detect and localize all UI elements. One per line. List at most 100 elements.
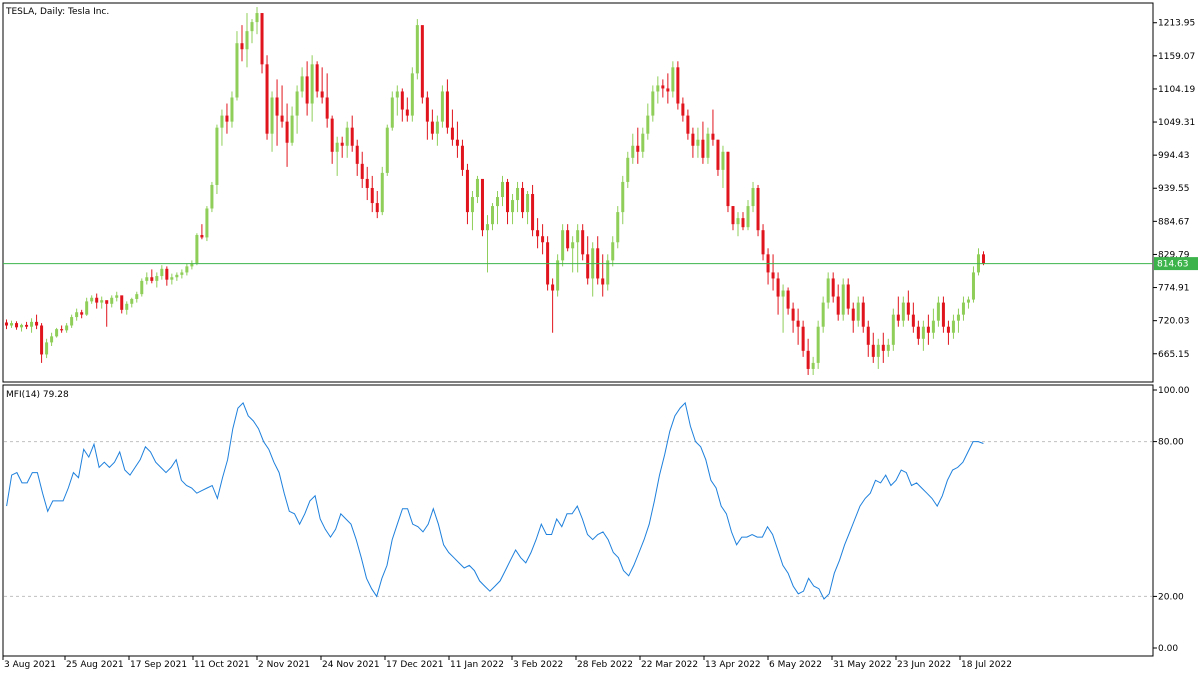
candle <box>220 109 224 146</box>
x-tick-label: 17 Dec 2021 <box>386 660 444 670</box>
candle <box>581 224 585 261</box>
candle <box>260 13 264 74</box>
candle <box>370 175 374 213</box>
candle <box>721 145 725 188</box>
candle <box>786 287 790 315</box>
price-tick-label: 1104.19 <box>1158 85 1195 95</box>
mfi-tick-label: 100.00 <box>1158 386 1190 396</box>
price-axis: 1213.95 1159.07 1104.19 1049.31 994.43 939.55… <box>1153 19 1195 360</box>
candle <box>205 206 209 242</box>
candle <box>801 320 805 357</box>
candle <box>170 273 174 285</box>
x-tick-label: 22 Mar 2022 <box>641 660 698 670</box>
x-tick-label: 2 Nov 2021 <box>258 660 310 670</box>
x-tick-label: 3 Aug 2021 <box>4 660 56 670</box>
candle <box>255 7 259 35</box>
candle <box>350 115 354 152</box>
candle <box>571 236 575 273</box>
candle <box>450 109 454 146</box>
candle <box>120 295 124 314</box>
candle <box>420 25 424 104</box>
candle <box>315 61 319 98</box>
candle <box>846 278 850 315</box>
candle <box>310 55 314 122</box>
candle <box>816 320 820 369</box>
candle <box>871 332 875 363</box>
candle <box>586 236 590 285</box>
candle <box>661 79 665 98</box>
mfi-line <box>6 401 984 600</box>
candle <box>65 323 69 333</box>
candle <box>651 85 655 122</box>
candle <box>876 338 880 369</box>
candle <box>180 269 184 279</box>
candle <box>375 190 379 219</box>
candle <box>521 181 525 219</box>
candle <box>240 25 244 62</box>
candle <box>60 325 64 333</box>
x-tick-label: 6 May 2022 <box>769 660 822 670</box>
candle <box>636 127 640 164</box>
candle <box>731 206 735 231</box>
current-price-label: 814.63 <box>1157 260 1189 270</box>
candle <box>470 190 474 231</box>
mfi-tick-label: 80.00 <box>1158 438 1184 448</box>
price-panel-frame <box>2 2 1154 383</box>
candle <box>230 91 234 128</box>
candle <box>856 296 860 327</box>
candle <box>556 254 560 297</box>
candle <box>70 314 74 328</box>
candle <box>936 296 940 327</box>
candle <box>576 224 580 273</box>
candle <box>395 85 399 116</box>
candle <box>821 296 825 333</box>
candle <box>245 13 249 68</box>
candle <box>656 76 660 104</box>
candle <box>796 308 800 345</box>
candle <box>185 263 189 276</box>
candle <box>455 121 459 158</box>
candle <box>881 332 885 363</box>
candle <box>906 290 910 321</box>
candle <box>516 181 520 213</box>
candle <box>125 301 129 315</box>
candle <box>55 327 59 338</box>
candle <box>250 19 254 44</box>
candle <box>330 115 334 164</box>
candle <box>836 284 840 321</box>
candle <box>295 85 299 134</box>
candle <box>526 190 530 225</box>
candle <box>50 332 54 347</box>
candle <box>150 269 154 284</box>
candle <box>966 296 970 309</box>
x-tick-label: 31 May 2022 <box>833 660 892 670</box>
candle <box>20 323 24 332</box>
candle <box>811 356 815 375</box>
candle <box>405 97 409 122</box>
price-tick-label: 939.55 <box>1158 184 1190 194</box>
x-tick-label: 17 Sep 2021 <box>130 660 187 670</box>
candle <box>891 308 895 351</box>
candle <box>410 67 414 122</box>
candle <box>826 272 830 309</box>
x-tick-label: 24 Nov 2021 <box>322 660 380 670</box>
candle <box>671 61 675 98</box>
current-price-tag <box>1154 257 1198 271</box>
candle <box>541 224 545 255</box>
candle <box>110 295 114 308</box>
time-axis: 3 Aug 2021 25 Aug 2021 17 Sep 2021 11 Oct 2… <box>2 656 1012 670</box>
candle <box>460 139 464 176</box>
x-tick-label: 3 Feb 2022 <box>513 660 563 670</box>
candle <box>325 73 329 128</box>
candle <box>711 109 715 146</box>
candle <box>415 19 419 80</box>
candle <box>736 212 740 237</box>
candle <box>25 321 29 330</box>
price-tick-label: 994.43 <box>1158 151 1190 161</box>
candle <box>606 254 610 291</box>
candle <box>430 109 434 140</box>
candle <box>921 320 925 351</box>
candle <box>135 291 139 303</box>
candle <box>95 293 99 309</box>
